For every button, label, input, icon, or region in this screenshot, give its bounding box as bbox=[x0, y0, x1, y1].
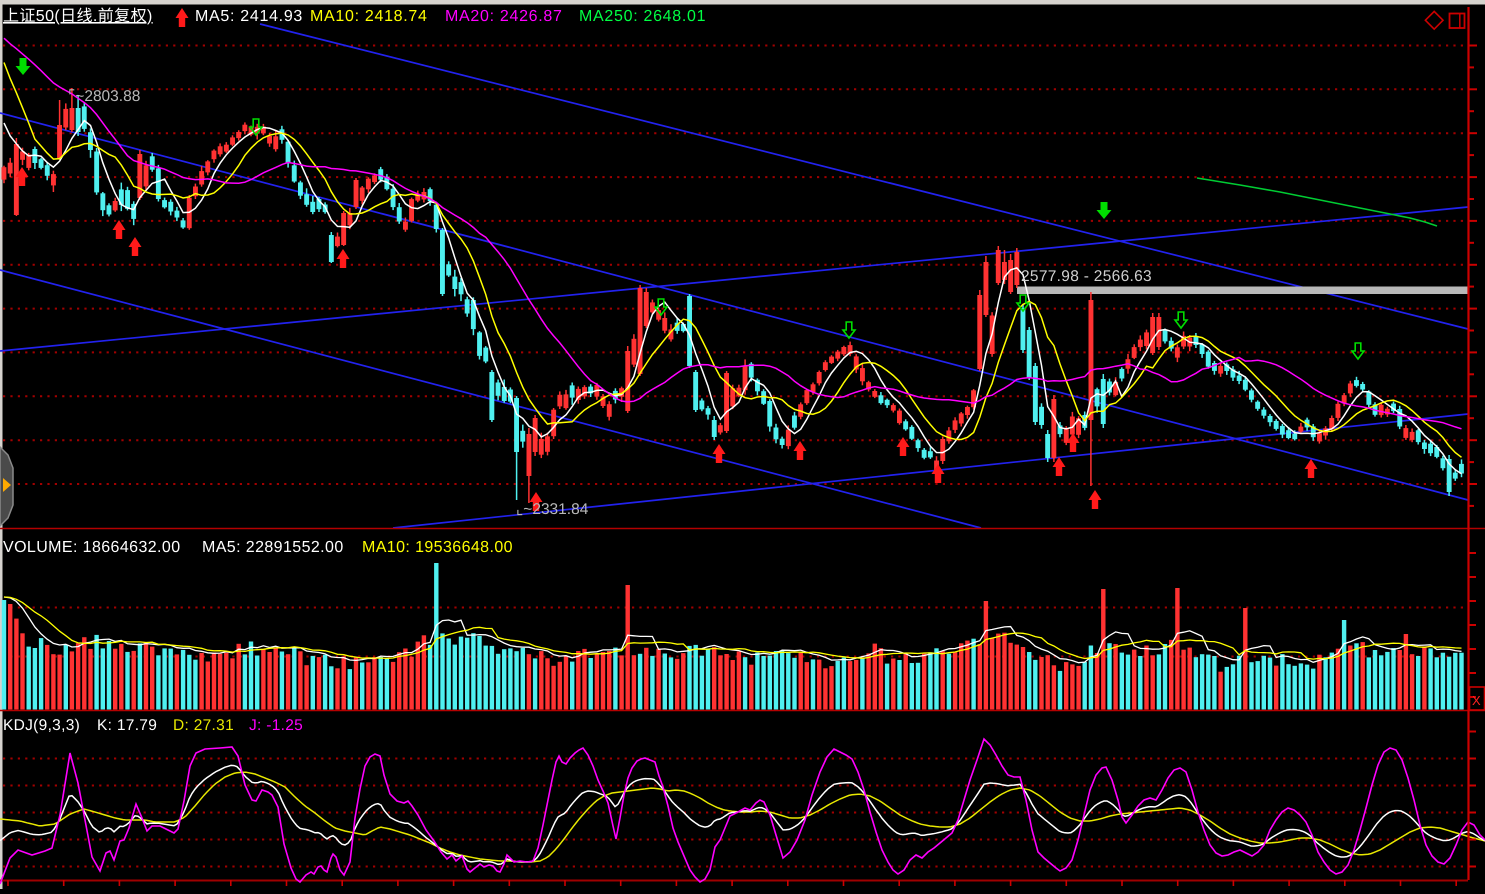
svg-text:上证50(日线.前复权): 上证50(日线.前复权) bbox=[3, 7, 153, 25]
svg-text:⌜~2803.88: ⌜~2803.88 bbox=[68, 88, 140, 105]
svg-text:MA5: 2414.93: MA5: 2414.93 bbox=[195, 8, 303, 25]
svg-text:MA20: 2426.87: MA20: 2426.87 bbox=[445, 8, 563, 25]
svg-text:D: 27.31: D: 27.31 bbox=[173, 717, 234, 734]
svg-text:VOLUME: 18664632.00: VOLUME: 18664632.00 bbox=[3, 539, 181, 556]
svg-text:MA10: 19536648.00: MA10: 19536648.00 bbox=[362, 539, 513, 556]
svg-text:2577.98 - 2566.63: 2577.98 - 2566.63 bbox=[1021, 268, 1152, 285]
svg-text:MA250: 2648.01: MA250: 2648.01 bbox=[579, 8, 706, 25]
svg-text:J: -1.25: J: -1.25 bbox=[249, 717, 303, 734]
svg-text:⌞~2331.84: ⌞~2331.84 bbox=[516, 501, 589, 518]
svg-text:MA5: 22891552.00: MA5: 22891552.00 bbox=[202, 539, 344, 556]
svg-text:KDJ(9,3,3): KDJ(9,3,3) bbox=[3, 717, 80, 734]
svg-text:K: 17.79: K: 17.79 bbox=[97, 717, 157, 734]
svg-text:MA10: 2418.74: MA10: 2418.74 bbox=[310, 8, 428, 25]
svg-text:X: X bbox=[1472, 693, 1481, 708]
